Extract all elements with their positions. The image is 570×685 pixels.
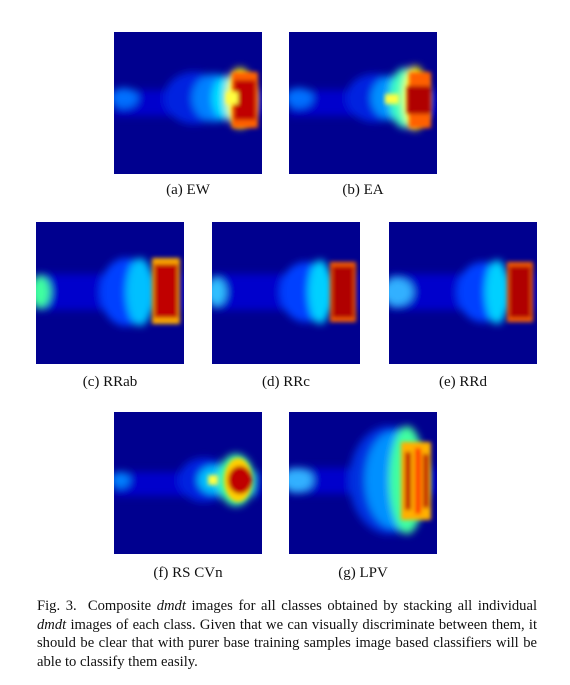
dmdt-image-ew: [114, 32, 262, 174]
dmdt-image-rrd: [389, 222, 537, 364]
caption-text-1: Composite: [87, 598, 157, 614]
panel-label: (c) RRab: [82, 374, 138, 390]
dmdt-image-lpv: [289, 412, 437, 554]
caption-emph-2: dmdt: [37, 616, 67, 633]
panel-label: (f) RS CVn: [153, 565, 223, 581]
dmdt-image-rrab: [36, 222, 184, 364]
caption-prefix: Fig. 3.: [37, 598, 77, 614]
figure-caption: Fig. 3. Composite dmdt images for all cl…: [37, 597, 537, 671]
dmdt-image-rrc: [212, 222, 360, 364]
panel-label: (g) LPV: [338, 565, 388, 581]
dmdt-image-rscvn: [114, 412, 262, 554]
dmdt-image-ea: [289, 32, 437, 174]
caption-emph-1: dmdt: [156, 598, 186, 614]
caption-text-2: images for all classes obtained by stack…: [185, 598, 538, 614]
panel-label: (d) RRc: [262, 374, 310, 390]
panel-label: (b) EA: [342, 182, 384, 198]
panel-label: (e) RRd: [439, 374, 487, 390]
panel-label: (a) EW: [166, 182, 210, 198]
caption-text-3: images of each class. Given that we can …: [37, 616, 537, 670]
